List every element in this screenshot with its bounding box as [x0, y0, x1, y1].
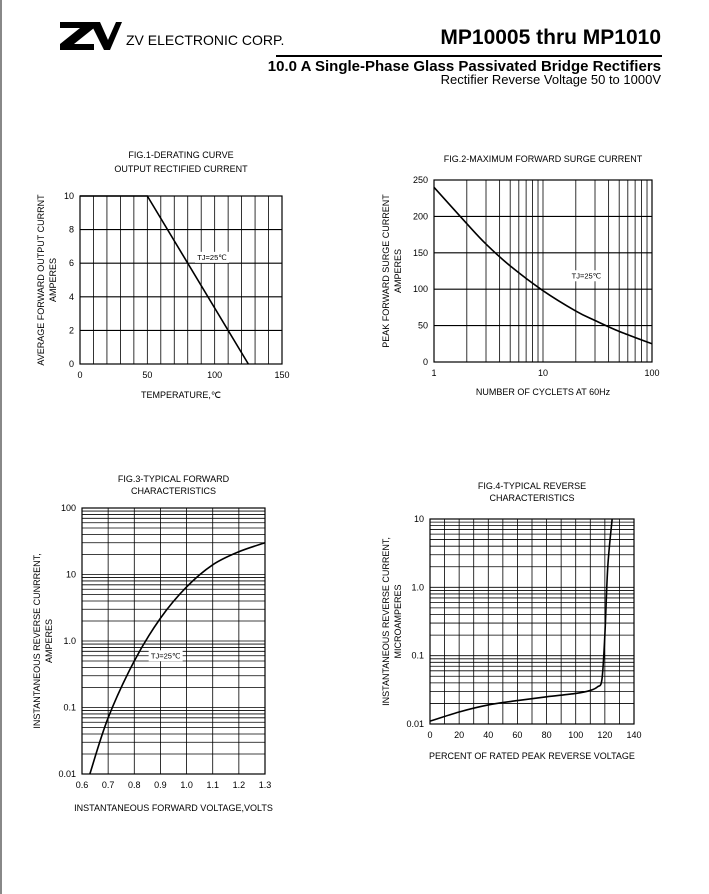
- fig4-subtitle: CHARACTERISTICS: [489, 493, 574, 503]
- fig3-series-curve: [89, 542, 266, 775]
- fig4-xtick-label: 120: [597, 730, 612, 740]
- fig1-annotation: TJ=25℃: [197, 253, 227, 262]
- fig2-annotation-bg: [569, 270, 604, 282]
- fig3-ytick-label: 0.01: [58, 769, 76, 779]
- fig2-ylabel2: AMPERES: [393, 249, 403, 293]
- fig1-ytick-label: 4: [69, 292, 74, 302]
- fig2-xtick-label: 1: [431, 368, 436, 378]
- fig1-xlabel: TEMPERATURE,℃: [141, 390, 221, 400]
- fig3-title: FIG.3-TYPICAL FORWARD: [118, 474, 230, 484]
- fig1-series-curve: [80, 195, 250, 365]
- fig1-ylabel2: AMPERES: [48, 258, 58, 302]
- fig3-xtick-label: 1.2: [233, 780, 246, 790]
- fig1-ylabel: AVERAGE FORWARD OUTPUT CURRNT: [36, 194, 46, 366]
- fig4-xtick-label: 40: [483, 730, 493, 740]
- fig4-title: FIG.4-TYPICAL REVERSE: [478, 481, 586, 491]
- fig2-ytick-label: 0: [423, 357, 428, 367]
- fig1-annotation-bg: [194, 251, 229, 263]
- fig4-ytick-label: 1.0: [411, 582, 424, 592]
- fig3-xtick-label: 0.9: [154, 780, 167, 790]
- fig1-plot-frame: [79, 195, 283, 365]
- fig1-title: FIG.1-DERATING CURVE: [128, 150, 233, 160]
- fig2-xtick-label: 100: [644, 368, 659, 378]
- fig3-ylabel: INSTANTANEOUS REVERSE CUNRRENT,: [32, 553, 42, 728]
- header-rule: [276, 55, 662, 57]
- fig4-xtick-label: 100: [568, 730, 583, 740]
- fig4-series-curve: [429, 518, 613, 722]
- fig4-xtick-label: 60: [512, 730, 522, 740]
- fig4-ylabel: INSTANTANEOUS REVERSE CURRENT,: [381, 537, 391, 706]
- fig3-xtick-label: 0.8: [128, 780, 141, 790]
- fig1-xtick-label: 100: [207, 370, 222, 380]
- fig4-xtick-label: 140: [626, 730, 641, 740]
- fig4-xtick-label: 0: [427, 730, 432, 740]
- fig1-ytick-label: 10: [64, 191, 74, 201]
- fig3-xtick-label: 0.6: [76, 780, 89, 790]
- fig3-ytick-label: 100: [61, 503, 76, 513]
- fig3-annotation-bg: [148, 650, 183, 662]
- fig1-ytick-label: 6: [69, 258, 74, 268]
- fig3-xtick-label: 1.3: [259, 780, 272, 790]
- fig1-ytick-label: 0: [69, 359, 74, 369]
- fig4-xtick-label: 80: [542, 730, 552, 740]
- fig3-xtick-label: 1.0: [180, 780, 193, 790]
- part-number-range: MP10005 thru MP1010: [440, 26, 661, 49]
- fig2-series-curve: [433, 186, 653, 345]
- fig3-annotation: TJ=25℃: [151, 651, 181, 660]
- fig1-xtick-label: 50: [142, 370, 152, 380]
- fig1-xtick-label: 150: [274, 370, 289, 380]
- fig2-ytick-label: 100: [413, 284, 428, 294]
- fig2-annotation: TJ=25℃: [572, 271, 602, 280]
- fig3-xlabel: INSTANTANEOUS FORWARD VOLTAGE,VOLTS: [74, 803, 273, 813]
- fig2-ylabel: PEAK FORWARD SURGE CURRENT: [381, 194, 391, 348]
- fig2-ytick-label: 150: [413, 248, 428, 258]
- fig2-ytick-label: 200: [413, 211, 428, 221]
- fig3-ylabel2: AMPERES: [44, 619, 54, 663]
- fig4-ytick-label: 0.01: [406, 719, 424, 729]
- fig4-plot-frame: [429, 518, 635, 725]
- fig1-ytick-label: 2: [69, 325, 74, 335]
- fig4-xtick-label: 20: [454, 730, 464, 740]
- fig1-subtitle: OUTPUT RECTIFIED CURRENT: [114, 164, 248, 174]
- fig2-title: FIG.2-MAXIMUM FORWARD SURGE CURRENT: [444, 154, 643, 164]
- fig2-xtick-label: 10: [538, 368, 548, 378]
- product-title: 10.0 A Single-Phase Glass Passivated Bri…: [267, 58, 661, 75]
- fig4-ylabel2: MICROAMPERES: [393, 584, 403, 658]
- zv-logo: [60, 22, 122, 50]
- fig1-xtick-label: 0: [77, 370, 82, 380]
- fig4-ytick-label: 0.1: [411, 651, 424, 661]
- fig2-xlabel: NUMBER OF CYCLETS AT 60Hz: [476, 387, 611, 397]
- fig2-ytick-label: 250: [413, 175, 428, 185]
- fig3-ytick-label: 10: [66, 570, 76, 580]
- product-subtitle: Rectifier Reverse Voltage 50 to 1000V: [440, 72, 661, 87]
- fig1-ytick-label: 8: [69, 225, 74, 235]
- fig3-ytick-label: 0.1: [63, 703, 76, 713]
- fig4-xlabel: PERCENT OF RATED PEAK REVERSE VOLTAGE: [429, 751, 635, 761]
- fig3-plot-frame: [81, 507, 266, 775]
- fig2-plot-frame: [433, 179, 653, 363]
- fig3-ytick-label: 1.0: [63, 636, 76, 646]
- fig3-subtitle: CHARACTERISTICS: [131, 486, 216, 496]
- page-edge: [0, 0, 2, 894]
- fig4-ytick-label: 10: [414, 514, 424, 524]
- fig3-xtick-label: 0.7: [102, 780, 115, 790]
- company-name: ZV ELECTRONIC CORP.: [126, 32, 285, 48]
- fig2-ytick-label: 50: [418, 321, 428, 331]
- fig3-xtick-label: 1.1: [206, 780, 219, 790]
